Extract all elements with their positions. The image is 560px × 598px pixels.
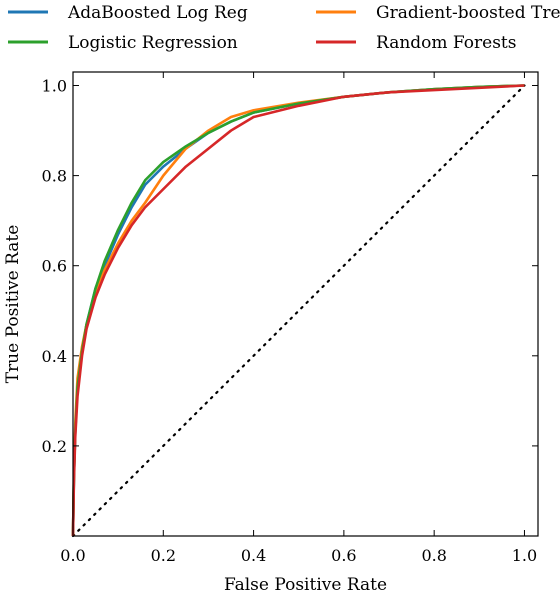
- y-tick-label: 0.4: [42, 347, 67, 366]
- legend-label: Logistic Regression: [68, 33, 238, 53]
- x-tick-label: 0.6: [331, 546, 356, 565]
- x-tick-label: 1.0: [512, 546, 537, 565]
- y-tick-label: 0.8: [42, 167, 67, 186]
- y-tick-label: 0.2: [42, 437, 67, 456]
- plot-lines: [71, 84, 526, 538]
- legend: AdaBoosted Log Reg Gradient-boosted Trees…: [8, 3, 560, 53]
- x-tick-label: 0.4: [241, 546, 266, 565]
- legend-label: Gradient-boosted Trees: [376, 3, 560, 23]
- series-line-random-forests: [71, 84, 525, 537]
- y-axis-ticks: 0.2 0.4 0.6 0.8 1.0: [42, 77, 538, 456]
- y-tick-label: 0.6: [42, 257, 67, 276]
- plot-frame: [72, 71, 539, 537]
- legend-label: Random Forests: [376, 33, 516, 53]
- chance-diagonal-line: [71, 84, 526, 538]
- y-tick-label: 1.0: [42, 77, 67, 96]
- x-axis-ticks: 0.0 0.2 0.4 0.6 0.8 1.0: [60, 72, 537, 565]
- x-tick-label: 0.0: [60, 546, 85, 565]
- legend-label: AdaBoosted Log Reg: [67, 3, 248, 23]
- y-axis-label: True Positive Rate: [3, 225, 23, 384]
- x-tick-label: 0.2: [151, 546, 176, 565]
- x-axis-label: False Positive Rate: [224, 575, 387, 595]
- x-tick-label: 0.8: [421, 546, 446, 565]
